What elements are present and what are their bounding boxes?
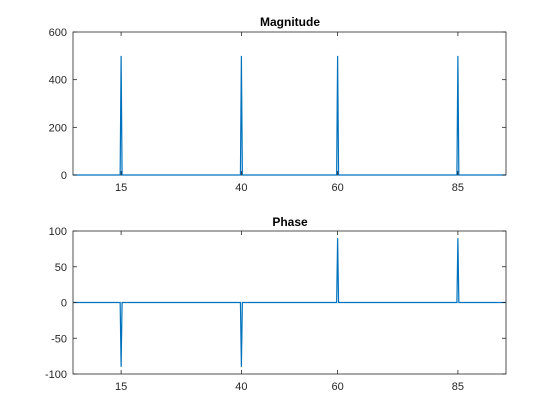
- magnitude-y-tick-label: 0: [61, 170, 67, 182]
- magnitude-x-tick-label: 85: [452, 182, 464, 194]
- phase-x-tick-label: 60: [331, 381, 343, 393]
- magnitude-title: Magnitude: [260, 15, 320, 29]
- magnitude-axes: Magnitude 15 40 60 85 0 200 400 600: [49, 15, 507, 194]
- magnitude-axes-box: [72, 31, 507, 176]
- phase-y-tick-label: -50: [51, 333, 67, 345]
- phase-y-tick-label: 0: [61, 298, 67, 310]
- magnitude-series-line: [73, 55, 506, 176]
- magnitude-x-tick-label: 15: [115, 182, 127, 194]
- magnitude-x-tick-label: 40: [235, 182, 247, 194]
- phase-x-tick-label: 40: [235, 381, 247, 393]
- phase-axes: Phase 15 40 60 85 -100 -50 0 50 100: [45, 215, 507, 393]
- phase-y-tick-label: -100: [45, 369, 67, 381]
- magnitude-y-tick-label: 200: [49, 122, 67, 134]
- magnitude-x-tick-label: 60: [331, 182, 343, 194]
- phase-x-tick-label: 85: [452, 381, 464, 393]
- phase-y-tick-label: 50: [55, 262, 67, 274]
- magnitude-y-tick-label: 400: [49, 75, 67, 87]
- phase-x-tick-label: 15: [115, 381, 127, 393]
- phase-title: Phase: [272, 215, 308, 229]
- magnitude-y-tick-label: 600: [49, 27, 67, 39]
- phase-y-tick-label: 100: [49, 226, 67, 238]
- phase-series-line: [73, 238, 506, 367]
